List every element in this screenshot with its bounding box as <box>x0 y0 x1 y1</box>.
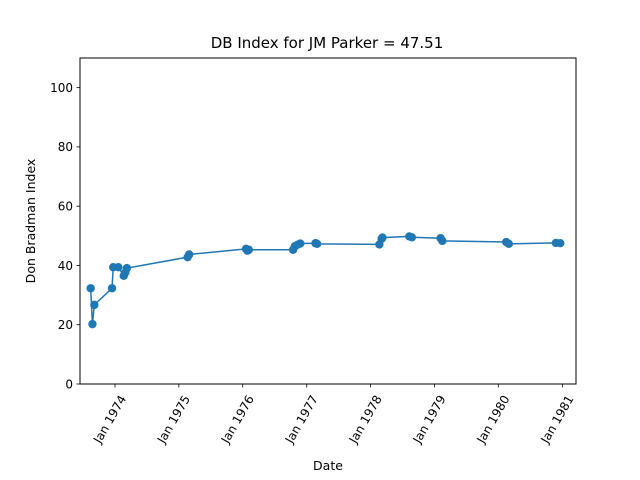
x-tick-label: Jan 1979 <box>410 393 449 447</box>
x-tick-label: Jan 1976 <box>218 393 257 447</box>
y-tick-label: 60 <box>58 199 73 213</box>
data-point <box>407 233 417 242</box>
chart-title: DB Index for JM Parker = 47.51 <box>211 34 444 52</box>
plot-area <box>86 232 565 329</box>
data-point <box>296 239 305 248</box>
y-tick-label: 80 <box>58 140 73 154</box>
data-point <box>107 284 117 293</box>
x-tick-label: Jan 1974 <box>90 393 129 447</box>
data-point <box>86 284 95 293</box>
data-point <box>90 300 99 310</box>
x-tick-label: Jan 1978 <box>346 393 385 447</box>
data-point <box>504 239 514 249</box>
x-tick-label: Jan 1980 <box>473 393 512 447</box>
y-tick-label: 20 <box>58 318 73 332</box>
data-point <box>312 239 322 249</box>
data-point <box>184 250 194 259</box>
x-tick-label: Jan 1981 <box>538 393 577 447</box>
y-tick-label: 0 <box>65 377 73 391</box>
y-tick-label: 40 <box>58 259 73 273</box>
data-point <box>114 263 123 272</box>
y-axis-label: Don Bradman Index <box>23 159 38 284</box>
data-point <box>438 236 447 246</box>
x-axis: Jan 1974 Jan 1975 Jan 1976 Jan 1977 Jan 1978… <box>90 384 577 447</box>
data-point <box>122 263 132 273</box>
data-point <box>378 233 387 242</box>
x-tick-label: Jan 1977 <box>282 393 321 447</box>
x-tick-label: Jan 1975 <box>154 393 193 447</box>
series-line <box>89 235 561 325</box>
data-point <box>88 319 97 329</box>
y-tick-label: 100 <box>50 81 73 95</box>
plot-frame <box>79 57 577 385</box>
x-axis-label: Date <box>313 458 343 473</box>
data-point <box>556 239 565 248</box>
y-axis: 0 20 40 60 80 100 <box>50 81 80 391</box>
data-point <box>244 245 254 254</box>
